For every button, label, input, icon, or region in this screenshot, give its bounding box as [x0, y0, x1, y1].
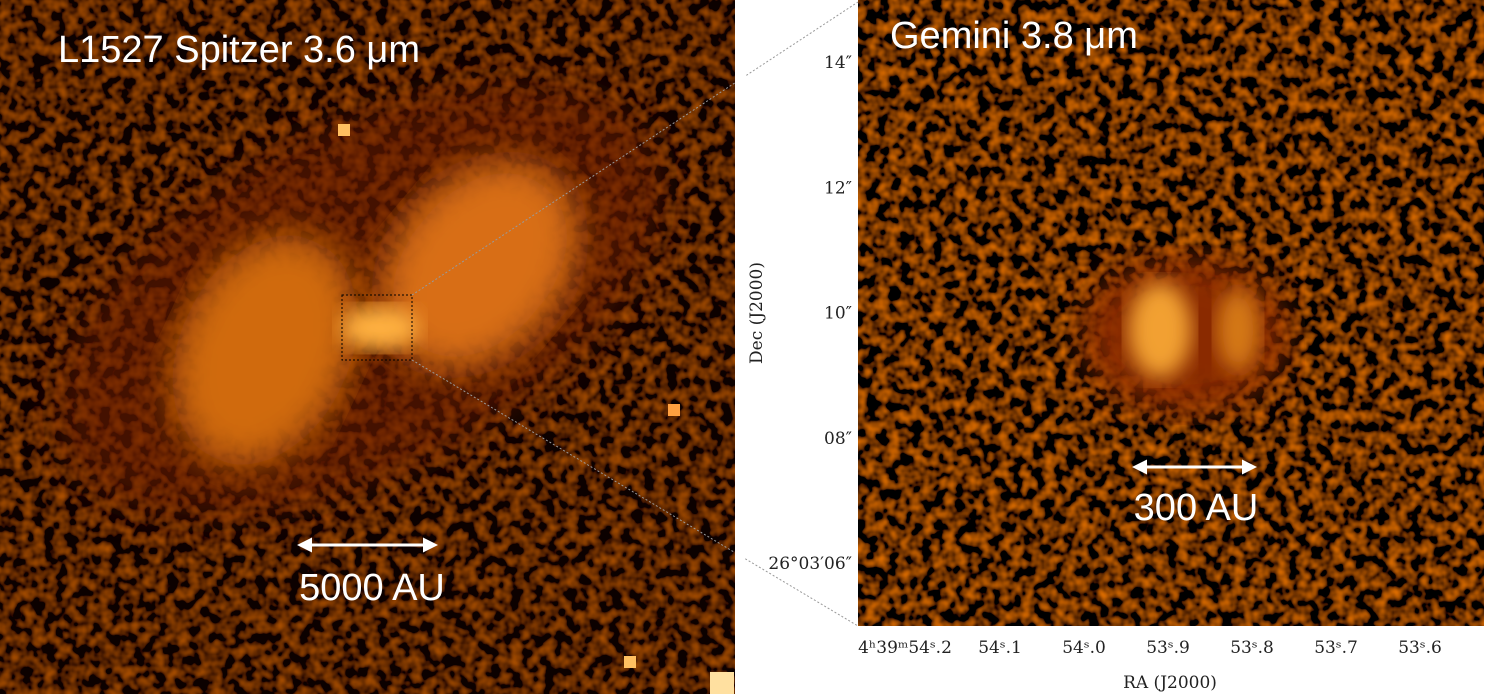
- x-tick-label: 53ˢ.9: [1146, 638, 1190, 658]
- y-tick-label: 26°03′06″: [768, 554, 852, 574]
- gemini-image: [858, 0, 1484, 626]
- y-tick-label: 12″: [824, 178, 852, 198]
- x-axis-label: RA (J2000): [1123, 673, 1217, 693]
- x-tick-label: 53ˢ.8: [1230, 638, 1274, 658]
- y-tick-label: 08″: [824, 429, 852, 449]
- right-scale-label: 300 AU: [1134, 487, 1259, 529]
- left-scale-label: 5000 AU: [299, 567, 445, 609]
- zoom-line: [411, 1, 859, 296]
- x-tick-label: 4ʰ39ᵐ54ˢ.2: [858, 638, 952, 658]
- spitzer-image: [0, 0, 735, 694]
- x-tick-label: 54ˢ.1: [978, 638, 1022, 658]
- right-title: Gemini 3.8 μm: [890, 15, 1138, 57]
- separator: [735, 0, 745, 694]
- x-tick-label: 53ˢ.7: [1314, 638, 1358, 658]
- left-title: L1527 Spitzer 3.6 μm: [58, 29, 420, 71]
- y-tick-label: 14″: [824, 53, 852, 73]
- y-axis-label: Dec (J2000): [747, 262, 767, 364]
- x-tick-label: 53ˢ.6: [1398, 638, 1442, 658]
- zoom-line: [411, 359, 859, 627]
- y-tick-label: 10″: [824, 304, 852, 324]
- x-tick-label: 54ˢ.0: [1062, 638, 1106, 658]
